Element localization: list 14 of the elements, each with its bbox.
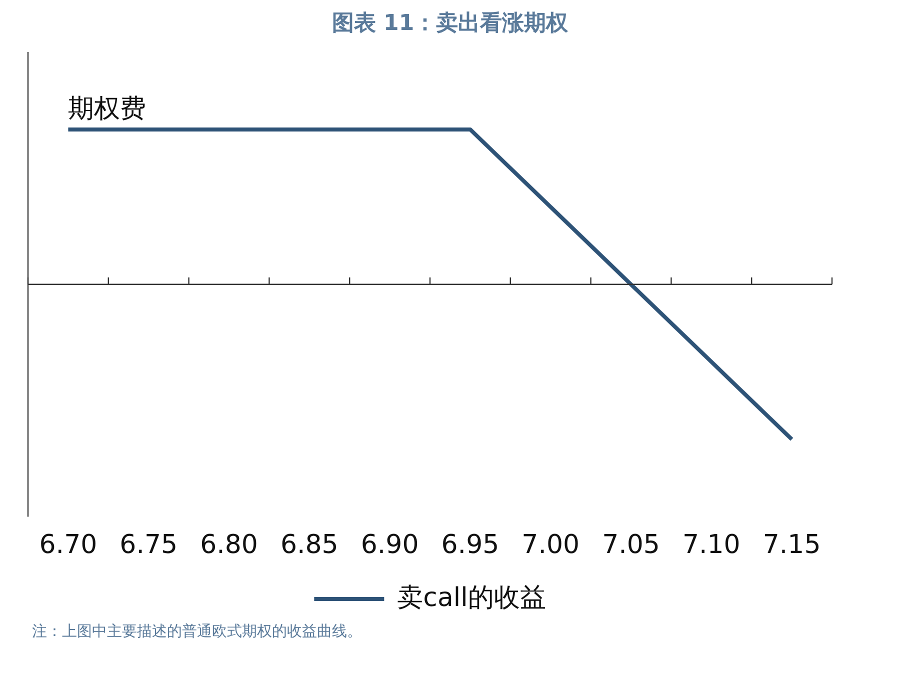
x-tick-label: 6.90 (360, 530, 419, 560)
x-tick-label: 6.70 (39, 530, 98, 560)
legend-label: 卖call的收益 (397, 582, 546, 613)
x-tick-label: 6.95 (441, 530, 500, 560)
x-tick-label: 7.05 (602, 530, 660, 560)
x-tick-label: 7.15 (762, 530, 821, 560)
x-tick-label: 6.75 (120, 530, 178, 560)
x-tick-label: 6.85 (280, 530, 338, 560)
chart-title: 图表 11：卖出看涨期权 (330, 10, 570, 38)
annotation: 期权费 (68, 94, 146, 124)
x-tick-label: 7.10 (682, 530, 740, 560)
x-tick-label: 7.00 (522, 530, 580, 560)
text: 注：上图中主要描述的普通欧式期权的收益曲线。 (32, 622, 363, 641)
x-tick-label: 6.80 (200, 530, 258, 560)
